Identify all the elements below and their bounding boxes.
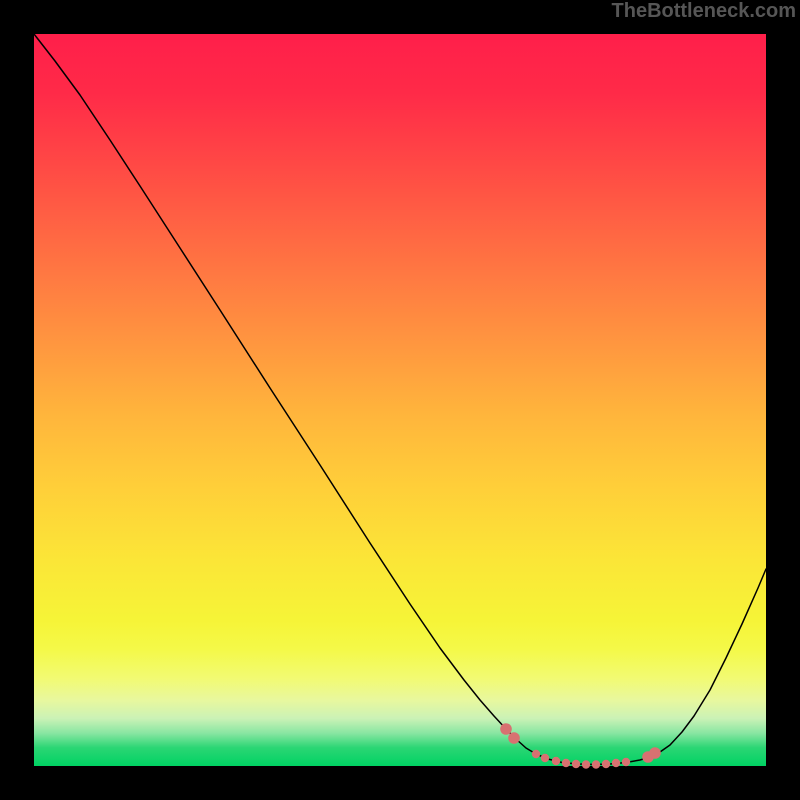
plot-area [34, 34, 766, 766]
chart-canvas: TheBottleneck.com [0, 0, 800, 800]
curve-marker [500, 723, 512, 735]
curve-marker [612, 759, 620, 767]
curve-marker [532, 750, 540, 758]
curve-marker [552, 757, 560, 765]
curve-marker [582, 760, 590, 768]
curve-marker [622, 758, 630, 766]
curve-marker [592, 760, 600, 768]
curve-marker [562, 759, 570, 767]
curve-marker [572, 760, 580, 768]
curve-marker [649, 747, 661, 759]
curve-marker [602, 760, 610, 768]
watermark-text: TheBottleneck.com [612, 0, 796, 23]
curve-marker [508, 732, 520, 744]
chart-svg [0, 0, 800, 800]
curve-marker [541, 754, 549, 762]
